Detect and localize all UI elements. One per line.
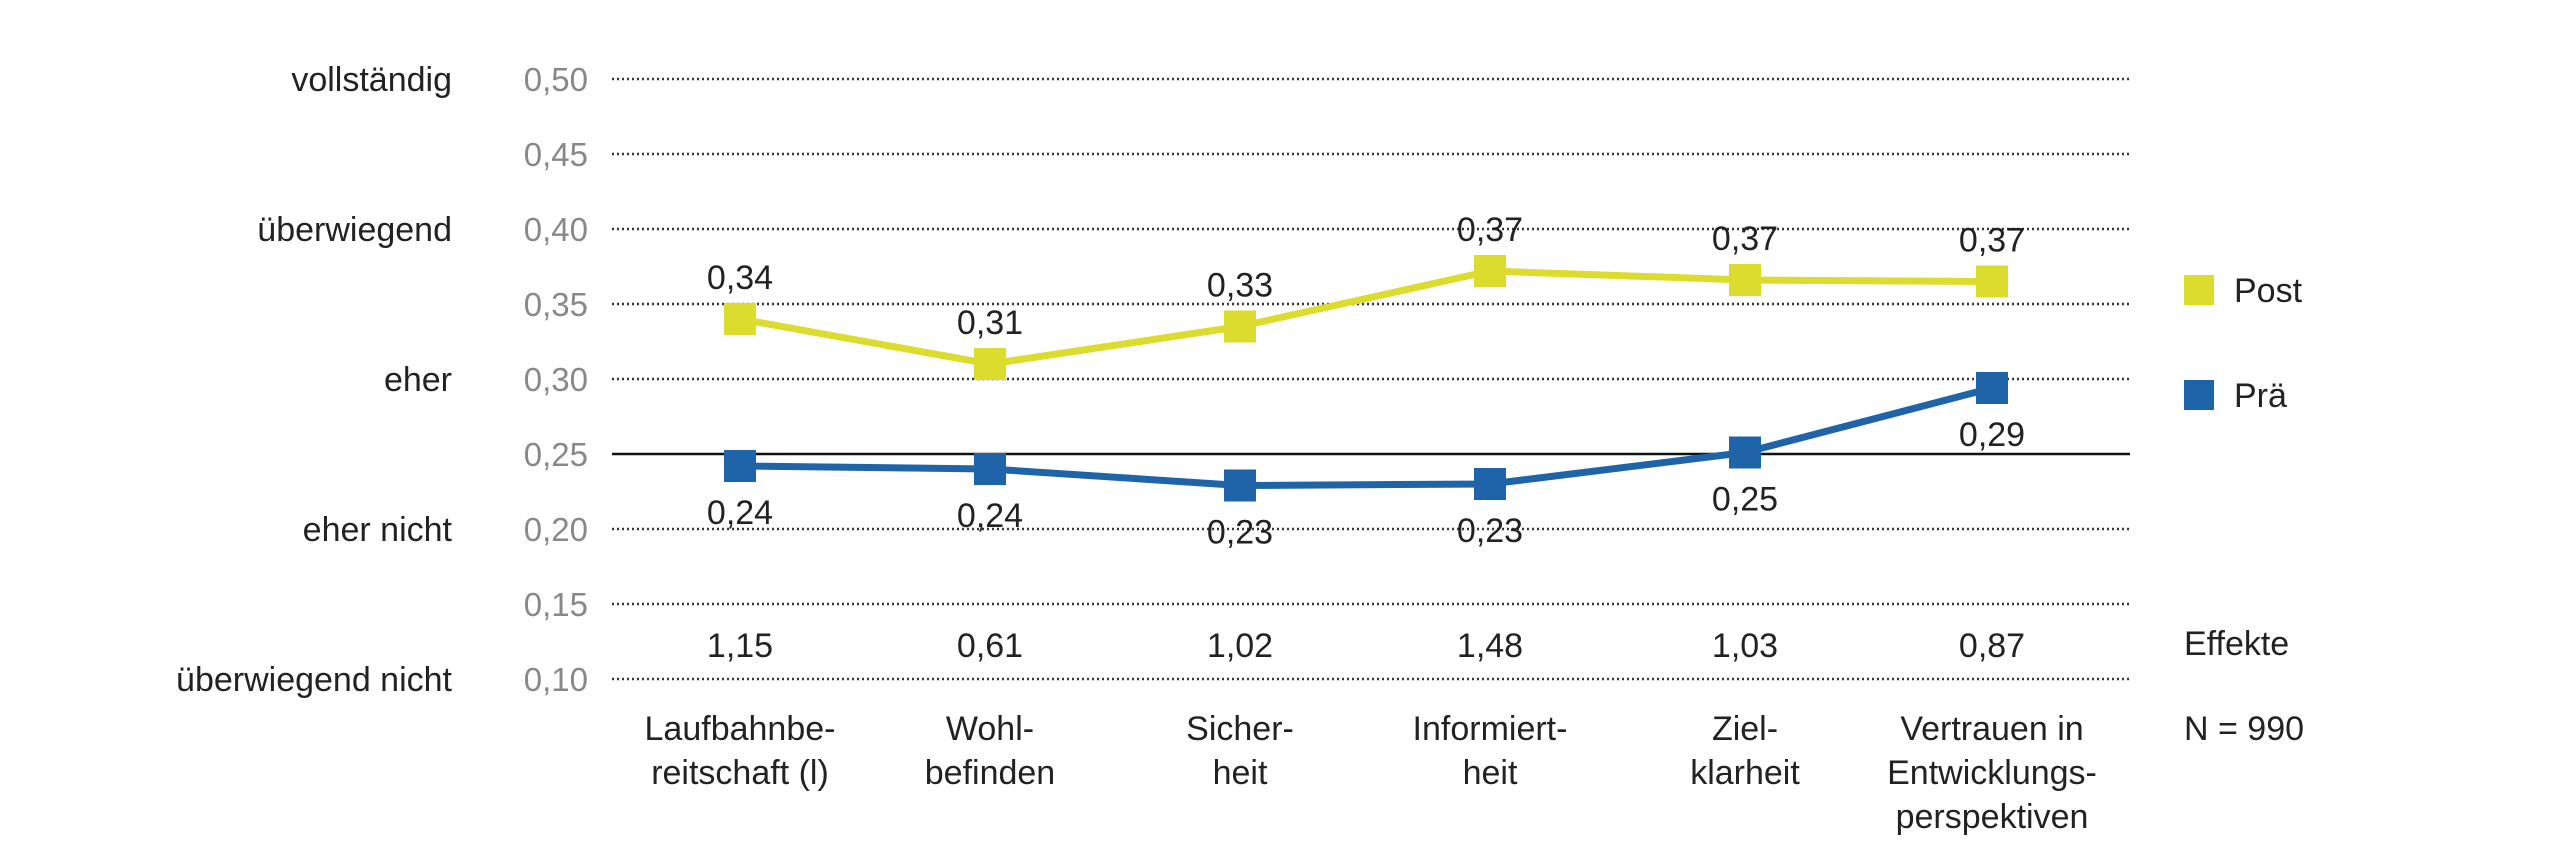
rating-label: überwiegend nicht — [176, 661, 453, 699]
y-tick-label: 0,30 — [524, 361, 588, 398]
effect-value: 1,15 — [707, 627, 773, 665]
y-tick-label: 0,35 — [524, 286, 588, 323]
category-label: befinden — [925, 754, 1055, 792]
category-label: heit — [1463, 754, 1518, 792]
category-label: klarheit — [1690, 754, 1800, 792]
grid-lines — [612, 77, 2130, 681]
data-label: 0,34 — [707, 259, 773, 297]
data-labels: 0,34 0,31 0,33 0,37 0,37 0,37 0,24 0,24 0,23 0,23… — [707, 211, 2025, 552]
data-label: 0,24 — [957, 497, 1023, 535]
data-point — [724, 303, 756, 335]
rating-label: eher nicht — [303, 511, 453, 549]
y-tick-label: 0,40 — [524, 211, 588, 248]
legend: Post Prä — [2184, 272, 2303, 415]
effects-row: 1,15 0,61 1,02 1,48 1,03 0,87 — [707, 627, 2025, 665]
rating-label: überwiegend — [257, 211, 452, 249]
y-tick-label: 0,25 — [524, 436, 588, 473]
legend-swatch-post — [2184, 275, 2214, 305]
effect-value: 1,48 — [1457, 627, 1523, 665]
legend-swatch-pra — [2184, 380, 2214, 410]
data-point — [1224, 310, 1256, 343]
y-axis-ticks: 0,10 0,15 0,20 0,25 0,30 0,35 0,40 0,45 0,50 — [524, 61, 588, 698]
data-label: 0,37 — [1959, 222, 2025, 260]
category-label: Informiert- — [1413, 710, 1568, 748]
data-label: 0,25 — [1712, 481, 1778, 519]
y-tick-label: 0,45 — [524, 136, 588, 173]
data-point — [1474, 255, 1506, 287]
data-label: 0,23 — [1457, 512, 1523, 550]
data-point — [974, 453, 1006, 485]
data-label: 0,29 — [1959, 416, 2025, 454]
data-label: 0,33 — [1207, 267, 1273, 305]
effect-value: 1,02 — [1207, 627, 1273, 665]
series-line-0 — [739, 267, 1993, 368]
data-label: 0,37 — [1457, 211, 1523, 249]
data-point — [1224, 469, 1256, 502]
series-line-1 — [739, 384, 1993, 489]
legend-label-post: Post — [2234, 272, 2303, 310]
category-label: Ziel- — [1712, 710, 1778, 748]
legend-label-pra: Prä — [2234, 377, 2287, 415]
y-tick-label: 0,50 — [524, 61, 588, 98]
y-tick-label: 0,20 — [524, 511, 588, 548]
data-label: 0,31 — [957, 304, 1023, 342]
rating-label: vollständig — [291, 61, 452, 99]
data-point — [974, 348, 1006, 380]
data-label: 0,37 — [1712, 220, 1778, 258]
effects-label: Effekte — [2184, 625, 2289, 663]
category-label: Sicher- — [1186, 710, 1294, 748]
data-point — [1976, 265, 2008, 298]
y-tick-label: 0,15 — [524, 586, 588, 623]
data-point — [1729, 264, 1761, 296]
category-label: Laufbahnbe- — [645, 710, 836, 748]
effect-value: 0,87 — [1959, 627, 2025, 665]
category-label: Entwicklungs- — [1887, 754, 2097, 792]
category-label: heit — [1213, 754, 1268, 792]
category-label: Wohl- — [946, 710, 1034, 748]
data-point — [1474, 468, 1506, 500]
series-lines — [724, 255, 2008, 502]
effect-value: 1,03 — [1712, 627, 1778, 665]
data-point — [724, 450, 756, 482]
category-label: perspektiven — [1896, 798, 2089, 836]
data-label: 0,23 — [1207, 514, 1273, 552]
sample-size-label: N = 990 — [2184, 710, 2304, 748]
effect-value: 0,61 — [957, 627, 1023, 665]
rating-scale-labels: überwiegend nicht eher nicht eher überwiege… — [176, 61, 453, 699]
category-labels: Laufbahnbe-reitschaft (l) Wohl-befinden Si… — [645, 710, 2097, 836]
data-point — [1976, 372, 2008, 404]
data-point — [1729, 436, 1761, 469]
y-tick-label: 0,10 — [524, 661, 588, 698]
rating-label: eher — [384, 361, 452, 399]
category-label: Vertrauen in — [1900, 710, 2083, 748]
category-label: reitschaft (l) — [651, 754, 829, 792]
data-label: 0,24 — [707, 494, 773, 532]
